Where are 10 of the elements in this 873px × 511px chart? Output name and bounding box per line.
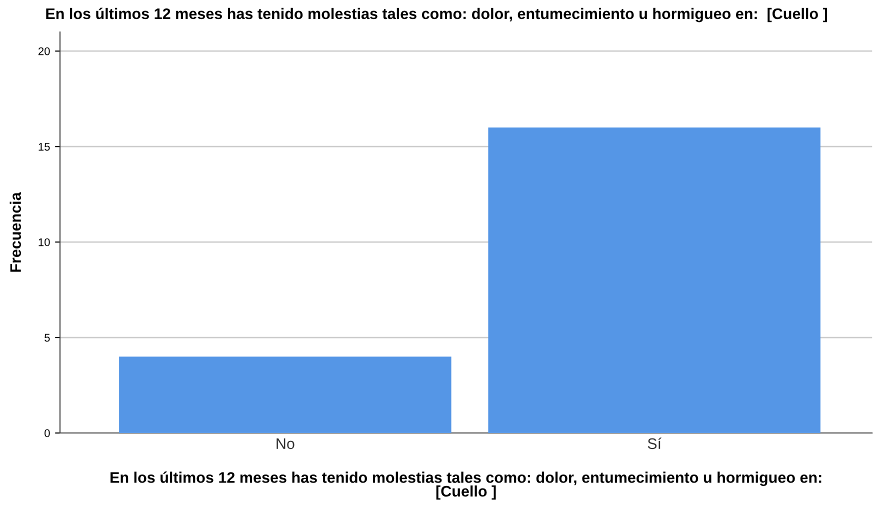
y-tick-label: 10: [38, 238, 50, 246]
x-axis-title: En los últimos 12 meses has tenido molestias tales como: dolor, entumecimiento u hormigueo en: [Cuello ]: [110, 472, 822, 500]
y-tick-label: 20: [38, 47, 50, 56]
y-tick-label: 0: [44, 429, 50, 438]
y-tick-label: 15: [38, 142, 50, 151]
y-axis-title: Frecuencia: [10, 192, 22, 272]
chart-title: En los últimos 12 meses has tenido molestias tales como: dolor, entumecimiento u hormigueo en: [Cuello ]: [46, 8, 828, 22]
x-tick-label: Sí: [648, 438, 662, 450]
x-tick-label: No: [276, 438, 294, 450]
y-tick-label: 5: [44, 334, 50, 342]
